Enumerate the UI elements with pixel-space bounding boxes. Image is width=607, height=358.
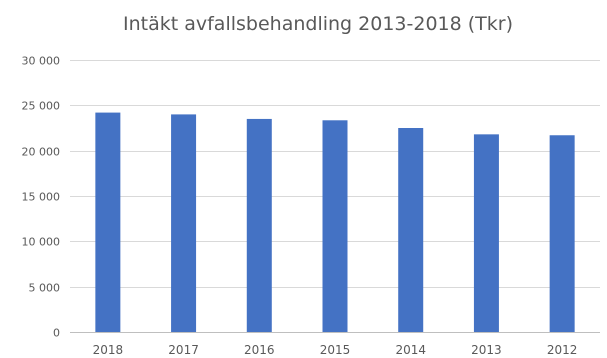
y-tick-label: 30 000 bbox=[22, 55, 61, 68]
x-tick-label: 2015 bbox=[320, 343, 351, 357]
x-tick-label: 2012 bbox=[547, 343, 578, 357]
x-axis-ticks: 2018 2017 2016 2015 2014 2013 2012 bbox=[93, 343, 578, 357]
bar-2015 bbox=[322, 120, 348, 332]
y-tick-label: 25 000 bbox=[22, 100, 61, 113]
x-tick-label: 2014 bbox=[395, 343, 426, 357]
y-axis-ticks: 0 5 000 10 000 15 000 20 000 25 000 30 000 bbox=[22, 55, 61, 340]
y-tick-label: 5 000 bbox=[29, 282, 61, 295]
y-tick-label: 20 000 bbox=[22, 146, 61, 159]
bar-2013 bbox=[473, 134, 499, 332]
x-tick-label: 2016 bbox=[244, 343, 275, 357]
x-tick-label: 2017 bbox=[168, 343, 199, 357]
y-tick-label: 0 bbox=[53, 327, 60, 340]
y-tick-label: 15 000 bbox=[22, 191, 61, 204]
bar-2014 bbox=[398, 128, 424, 332]
bar-2018 bbox=[95, 112, 121, 332]
x-tick-label: 2018 bbox=[93, 343, 124, 357]
x-tick-label: 2013 bbox=[471, 343, 502, 357]
bar-2017 bbox=[171, 114, 197, 333]
bar-2012 bbox=[549, 135, 575, 332]
bars bbox=[95, 112, 575, 333]
bar-2016 bbox=[246, 118, 272, 332]
chart-title: Intäkt avfallsbehandling 2013-2018 (Tkr) bbox=[123, 13, 513, 35]
y-tick-label: 10 000 bbox=[22, 236, 61, 249]
